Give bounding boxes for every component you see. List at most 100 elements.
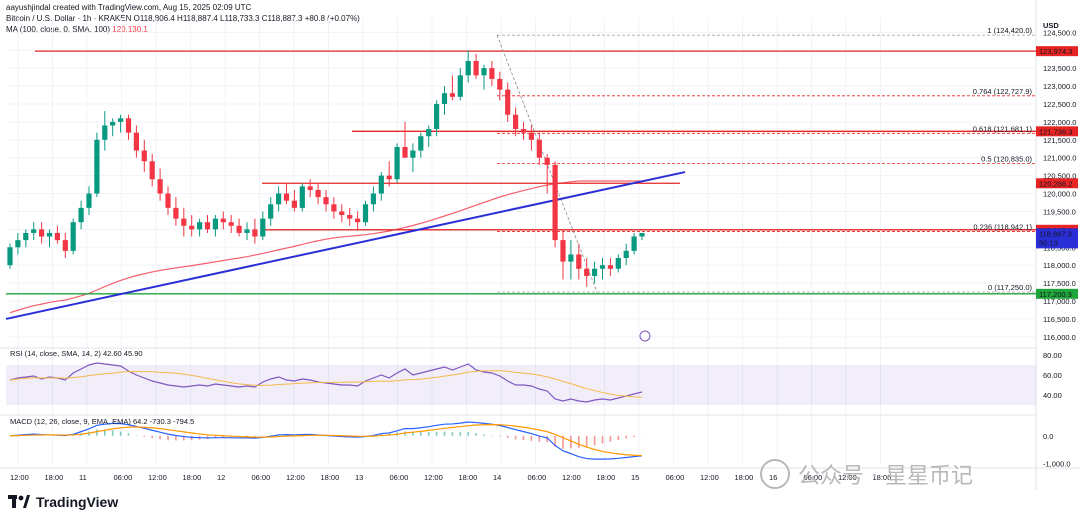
macd-tick-label: -1,000.0 <box>1043 459 1071 468</box>
macd-legend: MACD (12, 26, close, 9, EMA, EMA) 64.2 -… <box>10 417 194 426</box>
chart-header: aayushjindal created with TradingView.co… <box>6 2 360 35</box>
price-tick-label: 120,500.0 <box>1043 172 1076 181</box>
candle-body <box>386 175 392 180</box>
candle-body <box>370 193 376 205</box>
candle-body <box>283 193 290 201</box>
price-tick-label: 121,000.0 <box>1043 154 1076 163</box>
time-tick-label: 12 <box>217 473 225 482</box>
level-tag-label-resistance_2: 121,736.3 <box>1039 127 1072 136</box>
candle-body <box>441 93 448 104</box>
price-tick-label: 119,500.0 <box>1043 207 1076 216</box>
candle-body <box>520 129 527 133</box>
candle-body <box>315 189 321 198</box>
candle-body <box>331 204 337 212</box>
candle-body <box>355 218 361 223</box>
author-line: aayushjindal created with TradingView.co… <box>6 3 252 12</box>
time-tick-label: 06:00 <box>390 473 409 482</box>
candle-body <box>244 229 250 233</box>
candle-body <box>165 193 171 208</box>
rsi-tick-label: 60.00 <box>1043 371 1062 380</box>
candle-body <box>70 222 76 251</box>
time-tick-label: 06:00 <box>252 473 271 482</box>
time-tick-label: 12:00 <box>148 473 167 482</box>
candle-body <box>189 225 195 230</box>
time-tick-label: 18:00 <box>45 473 64 482</box>
time-tick-label: 18:00 <box>873 473 892 482</box>
candle-body <box>615 258 621 269</box>
candle-body <box>54 232 60 241</box>
last-price-tag <box>1036 228 1078 249</box>
candle-body <box>78 207 84 223</box>
trendline <box>5 171 686 320</box>
candle-body <box>323 197 329 205</box>
price-tick-label: 118,000.0 <box>1043 261 1076 270</box>
level-tag-resistance_2 <box>1036 126 1078 137</box>
candle-body <box>362 204 369 223</box>
fib-label: 0 (117,250.0) <box>988 283 1033 292</box>
ma-value: 120,130.1 <box>112 25 148 34</box>
candle-body <box>39 229 45 237</box>
candle-body <box>513 114 519 130</box>
time-tick-label: 12:00 <box>10 473 29 482</box>
candle-body <box>410 150 416 158</box>
time-tick-label: 06:00 <box>114 473 133 482</box>
candle-body <box>449 93 455 97</box>
rsi-tick-label: 80.00 <box>1043 351 1062 360</box>
candle-body <box>299 186 305 208</box>
rsi-tick-label: 40.00 <box>1043 391 1062 400</box>
time-tick-label: 06:00 <box>804 473 823 482</box>
fib-label: 0.764 (122,727.9) <box>973 87 1033 96</box>
time-tick-label: 12:00 <box>424 473 443 482</box>
watermark: 公众号 · 星星币记 <box>760 458 973 490</box>
candle-body <box>118 118 124 122</box>
candle-body <box>133 132 139 151</box>
candle-body <box>86 193 92 208</box>
candle-body <box>339 211 345 216</box>
candle-body <box>465 60 471 76</box>
price-tick-label: 120,000.0 <box>1043 190 1076 199</box>
candle-body <box>31 229 37 233</box>
time-tick-label: 06:00 <box>528 473 547 482</box>
candle-body <box>220 218 226 223</box>
candle-body <box>536 139 542 158</box>
macd-tick-label: 0.0 <box>1043 432 1053 441</box>
price-tick-label: 116,000.0 <box>1043 333 1076 342</box>
candle-body <box>434 103 440 130</box>
candle-body <box>560 240 566 262</box>
candle-body <box>260 218 266 237</box>
candle-body <box>46 232 53 237</box>
candle-body <box>102 125 108 140</box>
fib-label: 1 (124,420.0) <box>987 26 1032 35</box>
candle-body <box>110 121 116 126</box>
candle-body <box>347 215 353 219</box>
time-tick-label: 12:00 <box>286 473 305 482</box>
candle-body <box>489 68 495 79</box>
candle-body <box>149 161 155 180</box>
fib-label: 0.618 (121,681.1) <box>973 124 1033 133</box>
time-tick-label: 18:00 <box>459 473 478 482</box>
symbol-line: Bitcoin / U.S. Dollar · 1h · KRAKEN O118… <box>6 14 360 23</box>
candle-body <box>457 75 463 97</box>
candle-body <box>497 78 503 90</box>
time-tick-label: 18:00 <box>183 473 202 482</box>
level-tag-label-resistance_3: 120,286.2 <box>1039 179 1072 188</box>
time-tick-label: 11 <box>79 473 87 482</box>
candle-body <box>141 150 147 162</box>
moving-average-line <box>9 180 642 314</box>
ma-legend: MA (100, close, 0, SMA, 100) 120,130.1 <box>6 24 360 35</box>
candle-body <box>125 118 132 133</box>
candle-body <box>607 265 613 269</box>
candle-body <box>576 254 582 269</box>
candle-body <box>212 218 218 230</box>
candle-body <box>7 247 13 266</box>
tradingview-brand[interactable]: TradingView <box>8 494 118 510</box>
watermark-text: 公众号 · 星星币记 <box>798 464 973 489</box>
price-tick-label: 123,000.0 <box>1043 82 1076 91</box>
candle-body <box>592 268 598 276</box>
candle-body <box>426 129 432 137</box>
price-tick-label: 117,500.0 <box>1043 279 1076 288</box>
candle-body <box>528 132 534 140</box>
candle-body <box>268 204 274 219</box>
candle-body <box>481 68 487 76</box>
